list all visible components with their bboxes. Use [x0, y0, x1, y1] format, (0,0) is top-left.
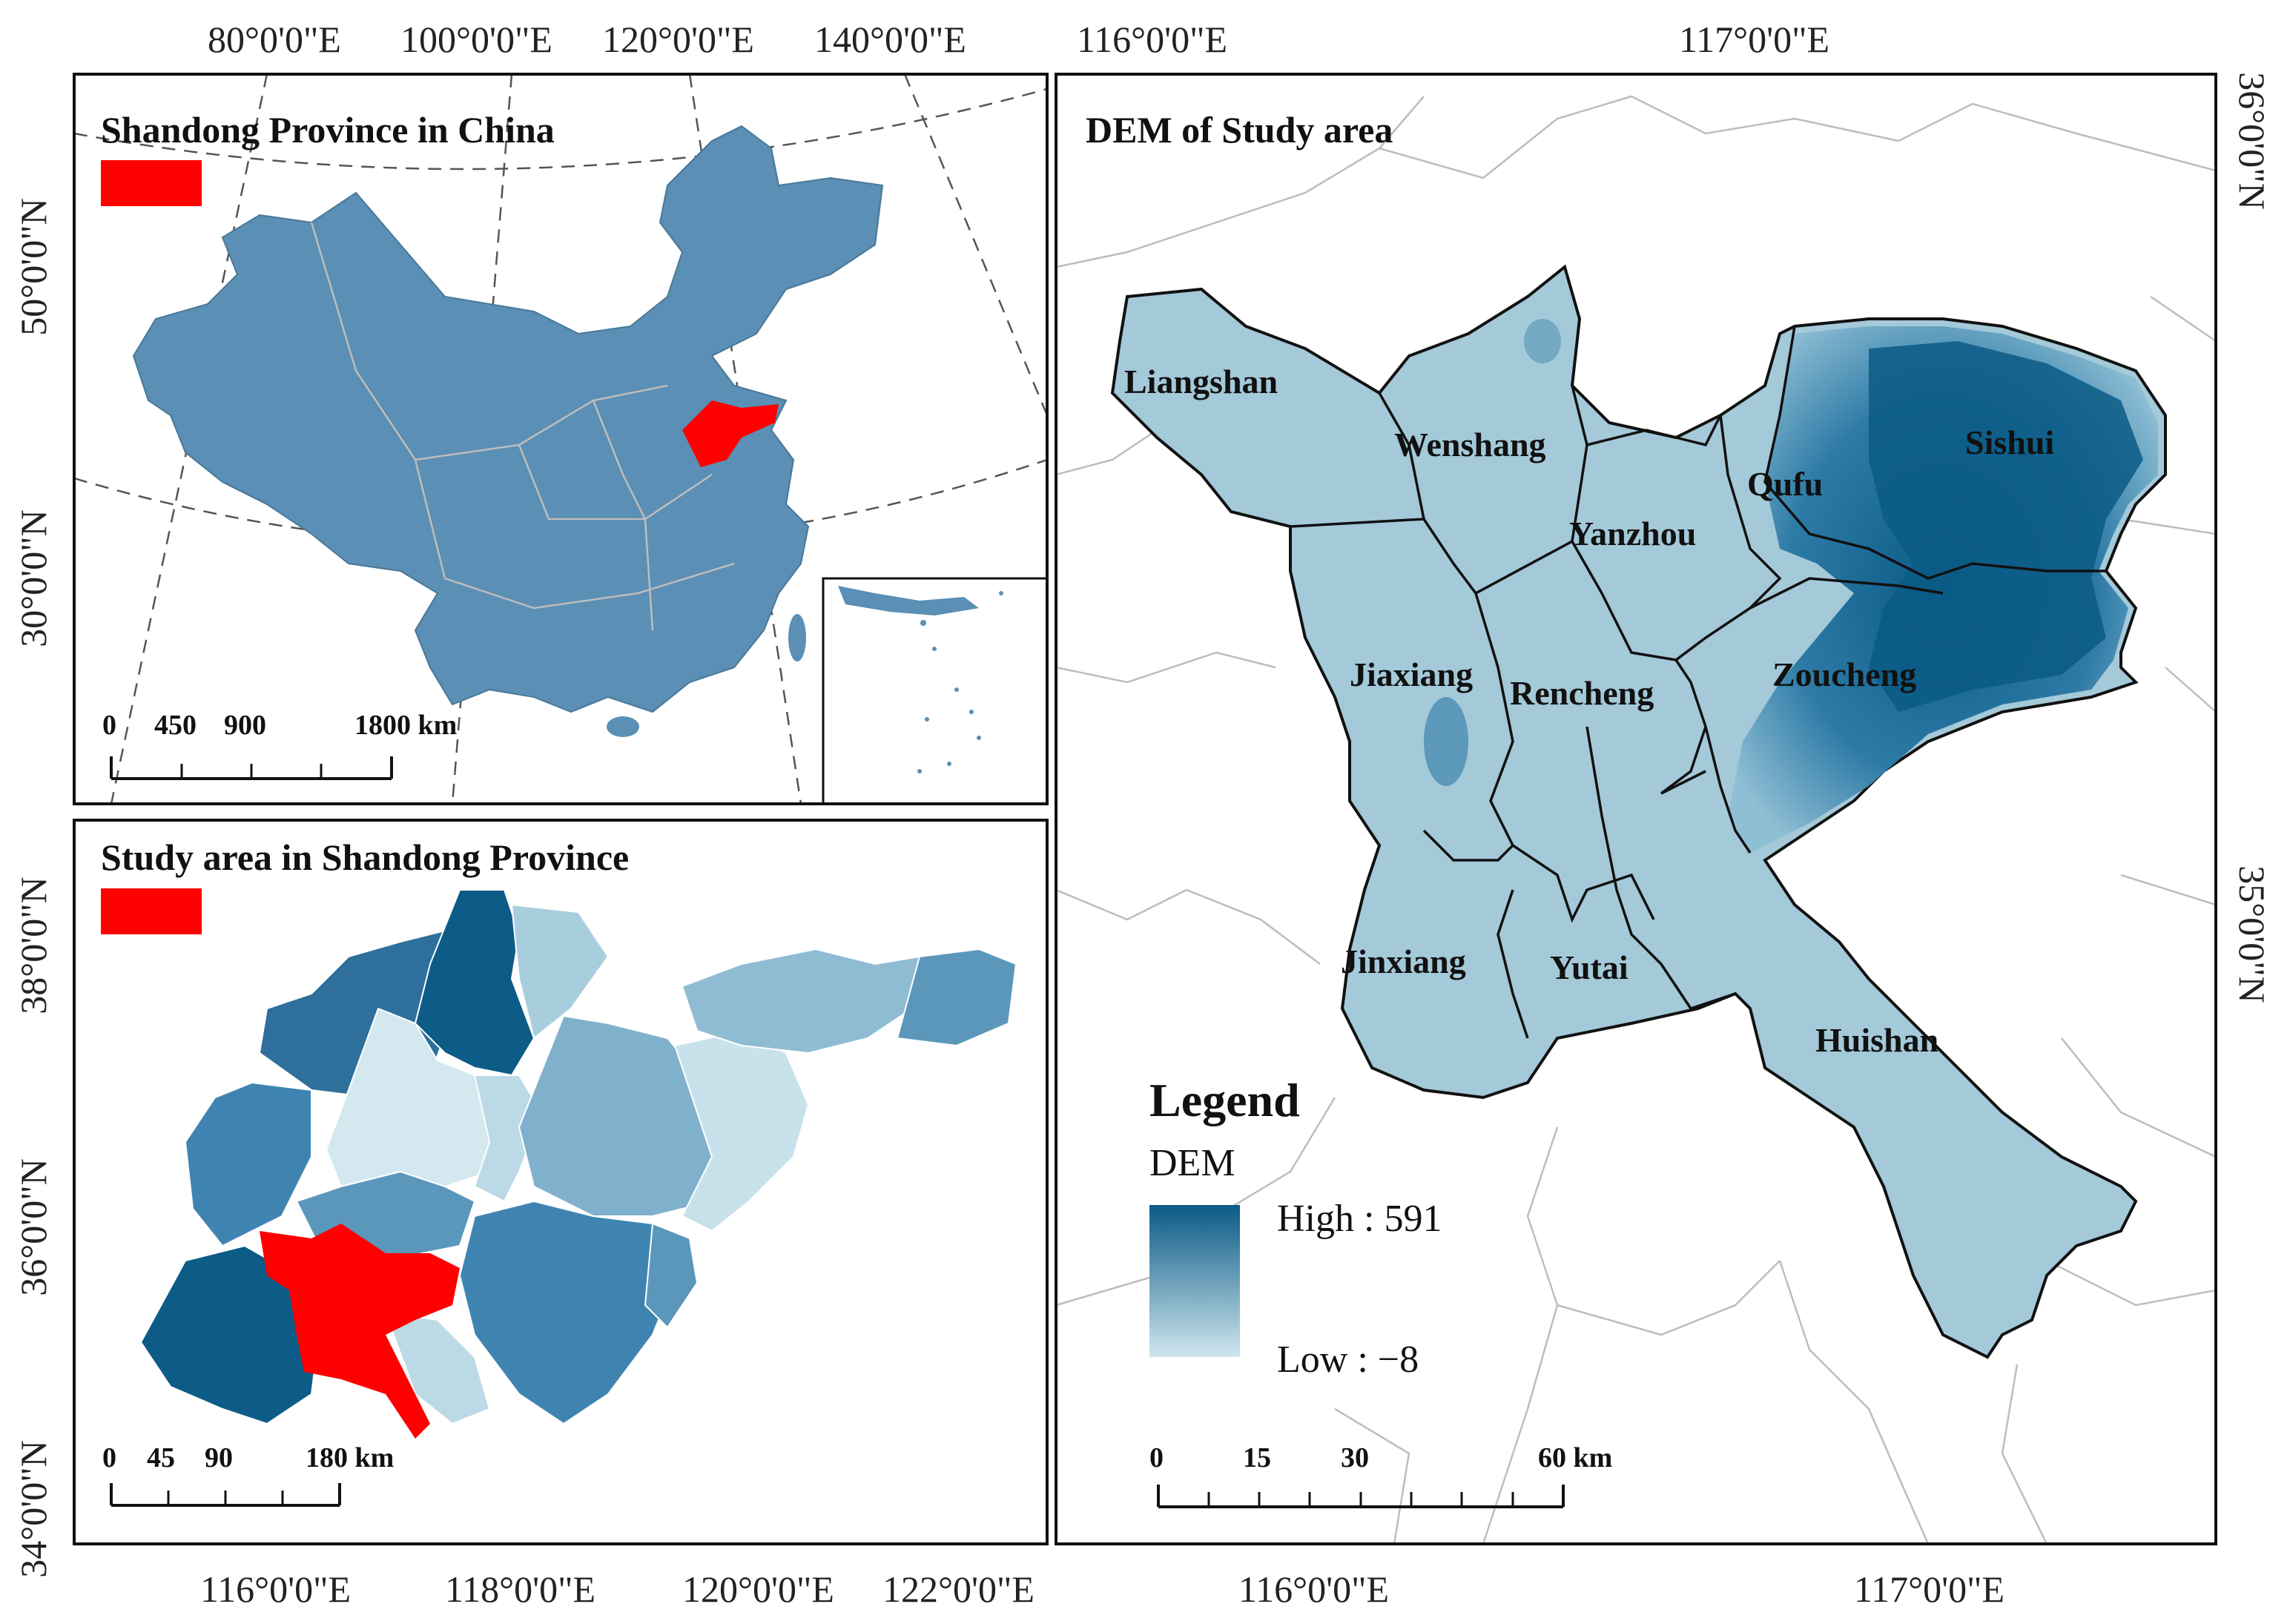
dem-hill-patch [1524, 319, 1561, 363]
tick-label-bottom: 122°0'0"E [882, 1568, 1035, 1610]
china-panel: Shandong Province in China 0 450 900 180… [13, 19, 1049, 805]
tick-label-bottom: 120°0'0"E [682, 1568, 834, 1610]
china-mainland [132, 125, 884, 713]
tick-label-top: 100°0'0"E [400, 19, 552, 60]
region-zibo [473, 1075, 543, 1203]
province-boundary [414, 459, 735, 610]
scale-label: 180 km [306, 1442, 394, 1473]
county-label-liangshan: Liangshan [1124, 363, 1278, 400]
tick-label-top: 120°0'0"E [602, 19, 754, 60]
tick-label-left: 36°0'0"N [13, 1158, 54, 1296]
taiwan-island [788, 614, 806, 661]
region-jinan [325, 1007, 506, 1188]
tick-label-top: 80°0'0"E [208, 19, 341, 60]
region-liaocheng [184, 1081, 312, 1247]
legend-subtitle: DEM [1149, 1142, 1235, 1184]
shandong-panel-title: Study area in Shandong Province [101, 836, 629, 878]
scale-label: 45 [147, 1442, 175, 1473]
dem-panel-frame [1055, 73, 2217, 1545]
region-weihai [896, 948, 1017, 1047]
legend-title: Legend [1149, 1074, 1300, 1126]
scale-label: 15 [1243, 1442, 1271, 1473]
county-label-rencheng: Rencheng [1510, 674, 1654, 712]
county-label-wenshang: Wenshang [1394, 426, 1546, 463]
province-boundary [518, 444, 713, 521]
province-boundary [592, 400, 654, 631]
dem-panel: Liangshan Wenshang Yanzhou Qufu Sishui J… [1055, 19, 2273, 1610]
tick-label-right: 36°0'0"N [2231, 72, 2273, 210]
hainan-island [607, 716, 639, 737]
region-jining-highlight [260, 1224, 460, 1439]
tick-label-bottom: 116°0'0"E [200, 1568, 351, 1610]
scale-label: 0 [102, 1442, 116, 1473]
scale-label: 0 [1149, 1442, 1164, 1473]
scale-label: 1800 km [354, 710, 457, 741]
county-boundaries [1290, 326, 2106, 1039]
inset-islands [917, 591, 1003, 773]
shandong-scale-bar: 0 45 90 180 km [102, 1442, 394, 1507]
tick-label-left: 30°0'0"N [13, 509, 54, 647]
china-panel-title: Shandong Province in China [101, 109, 555, 151]
shandong-panel: Study area in Shandong Province 0 45 90 … [13, 819, 1049, 1610]
inset-coast [838, 586, 979, 615]
scale-label: 60 km [1538, 1442, 1612, 1473]
surrounding-boundaries [1056, 95, 2216, 1544]
tick-label-top: 117°0'0"E [1679, 19, 1829, 60]
region-dongying [510, 903, 610, 1040]
county-label-huishan: Huishan [1815, 1021, 1938, 1059]
shandong-highlight [682, 400, 779, 467]
legend-low-label: Low : −8 [1277, 1339, 1419, 1381]
scale-label: 30 [1341, 1442, 1369, 1473]
scale-label: 450 [154, 710, 197, 741]
county-label-jinxiang: Jinxiang [1341, 943, 1466, 980]
county-label-jiaxiang: Jiaxiang [1350, 656, 1473, 693]
dem-legend: Legend DEM High : 591 Low : −8 [1149, 1074, 1442, 1381]
legend-color-ramp [1149, 1205, 1240, 1357]
china-scale-bar: 0 450 900 1800 km [102, 710, 457, 780]
county-label-yanzhou: Yanzhou [1569, 515, 1696, 552]
county-label-yutai: Yutai [1550, 948, 1629, 986]
shandong-highlight-swatch [101, 888, 202, 934]
dem-hill-patch [1424, 697, 1468, 786]
south-china-sea-inset [822, 577, 1047, 804]
region-rizhao [644, 1222, 699, 1329]
tick-label-top: 116°0'0"E [1077, 19, 1227, 60]
graticule-140e [903, 74, 1047, 416]
shandong-panel-frame [73, 819, 1049, 1545]
county-label-sishui: Sishui [1965, 423, 2054, 461]
tick-label-top: 140°0'0"E [814, 19, 966, 60]
graticule-80e [110, 74, 268, 804]
tick-label-right: 35°0'0"N [2231, 865, 2273, 1003]
scale-label: 0 [102, 710, 116, 741]
tick-label-left: 34°0'0"N [13, 1440, 54, 1578]
tick-label-left: 38°0'0"N [13, 877, 54, 1014]
tick-label-left: 50°0'0"N [13, 198, 54, 336]
dem-scale-bar: 0 15 30 60 km [1149, 1442, 1612, 1508]
county-label-zoucheng: Zoucheng [1772, 656, 1916, 693]
tick-label-bottom: 117°0'0"E [1854, 1568, 2004, 1610]
tick-label-bottom: 116°0'0"E [1238, 1568, 1389, 1610]
scale-label: 90 [205, 1442, 233, 1473]
scale-label: 900 [224, 710, 266, 741]
county-label-qufu: Qufu [1747, 465, 1823, 503]
tick-label-bottom: 118°0'0"E [445, 1568, 595, 1610]
china-highlight-swatch [101, 160, 202, 206]
graticule-50n [74, 88, 1047, 171]
dem-peak-zone [1869, 341, 2143, 712]
china-panel-frame [73, 73, 1049, 805]
region-linyi [458, 1200, 684, 1425]
province-boundary [310, 222, 668, 461]
dem-panel-title: DEM of Study area [1086, 109, 1393, 151]
legend-high-label: High : 591 [1277, 1198, 1442, 1240]
